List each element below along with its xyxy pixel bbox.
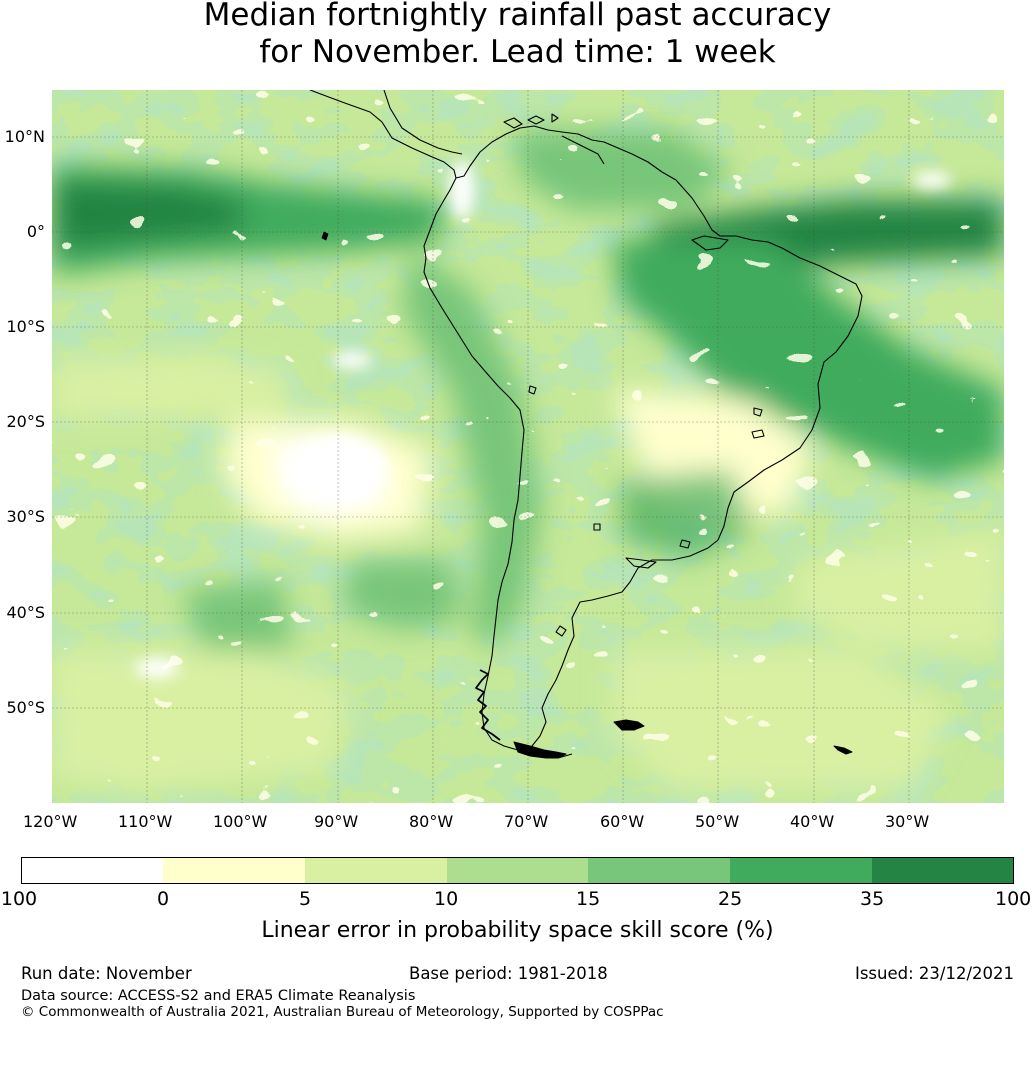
central-america-coast	[309, 90, 457, 179]
south-georgia	[833, 745, 853, 755]
colorbar	[21, 857, 1014, 884]
run-date: Run date: November	[21, 964, 192, 983]
colorbar-segment-35-100	[872, 857, 1014, 884]
colorbar-tick-100: 100	[995, 888, 1032, 910]
titicaca	[528, 385, 537, 395]
lake-3	[593, 523, 601, 531]
field-white-patches	[135, 160, 952, 678]
lat-label-10n: 10°N	[4, 127, 45, 146]
colorbar-tick-25: 25	[718, 888, 743, 910]
colorbar-tick-0: 0	[157, 888, 170, 910]
lon-label-70w: 70°W	[504, 812, 549, 831]
map-panel: 10°N 0° 10°S 20°S 30°S 40°S 50°S	[5, 90, 1004, 803]
lon-label-90w: 90°W	[314, 812, 359, 831]
lon-label-40w: 40°W	[790, 812, 835, 831]
colorbar-segment-10-15	[447, 857, 588, 884]
lat-label-20s: 20°S	[6, 412, 45, 431]
lake-2	[751, 429, 765, 439]
gridlines	[52, 90, 1004, 803]
colorbar-tick-35: 35	[860, 888, 885, 910]
coastlines	[309, 90, 863, 759]
lon-label-50w: 50°W	[695, 812, 740, 831]
lon-label-80w: 80°W	[409, 812, 454, 831]
lon-label-110w: 110°W	[118, 812, 173, 831]
lat-label-0: 0°	[26, 222, 45, 241]
chile-islands	[475, 669, 501, 741]
colorbar-segment-25-35	[730, 857, 872, 884]
orinoco-region	[561, 135, 605, 165]
lon-label-30w: 30°W	[885, 812, 930, 831]
colorbar-segment-15-25	[588, 857, 730, 884]
la-plata	[625, 557, 657, 569]
caribbean-islands	[503, 113, 559, 129]
south-america-coast	[455, 125, 863, 759]
base-period: Base period: 1981-2018	[409, 964, 608, 983]
copyright: © Commonwealth of Australia 2021, Austra…	[21, 1004, 664, 1020]
colorbar-tick-5: 5	[299, 888, 312, 910]
map-title-line-2: for November. Lead time: 1 week	[259, 34, 776, 70]
amazon-delta	[691, 235, 729, 251]
falklands	[613, 719, 645, 731]
issued-date: Issued: 23/12/2021	[854, 964, 1014, 983]
lat-label-30s: 30°S	[6, 507, 45, 526]
lat-label-40s: 40°S	[6, 603, 45, 622]
colorbar-segment-0-5	[163, 857, 305, 884]
data-source: Data source: ACCESS-S2 and ERA5 Climate …	[21, 988, 416, 1004]
lake-4	[679, 539, 691, 549]
map-title-line-1: Median fortnightly rainfall past accurac…	[203, 0, 832, 33]
tierra-del-fuego	[513, 741, 567, 759]
skill-score-map	[52, 90, 1004, 803]
lat-label-50s: 50°S	[6, 698, 45, 717]
colorbar-segment-neg100-0	[21, 857, 163, 884]
colorbar-label: Linear error in probability space skill …	[261, 918, 774, 943]
colorbar-tick-10: 10	[434, 888, 459, 910]
lake-5	[555, 625, 567, 637]
lon-label-100w: 100°W	[213, 812, 268, 831]
lon-label-60w: 60°W	[600, 812, 645, 831]
colorbar-frame	[21, 857, 1014, 884]
lon-label-120w: 120°W	[23, 812, 78, 831]
galapagos	[321, 231, 329, 241]
colorbar-tick-15: 15	[576, 888, 601, 910]
caribbean-coast	[383, 90, 463, 155]
lake-1	[753, 407, 763, 417]
colorbar-tick-neg100: -100	[0, 888, 38, 910]
lat-label-10s: 10°S	[6, 317, 45, 336]
colorbar-segment-5-10	[305, 857, 447, 884]
